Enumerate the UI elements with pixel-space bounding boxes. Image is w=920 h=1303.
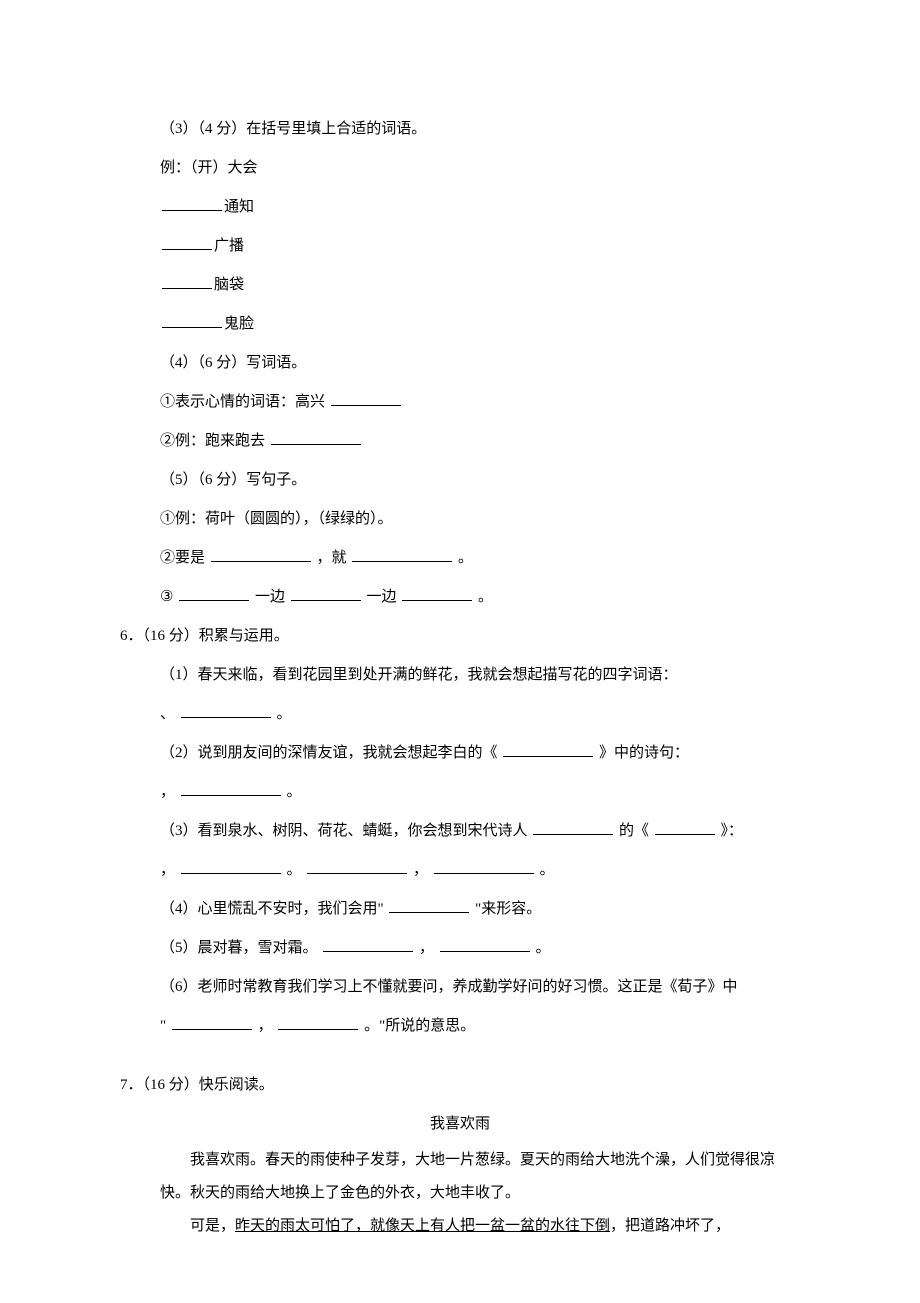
q5-5-line3: ③ 一边 一边 。 (120, 578, 800, 617)
text: 脑袋 (214, 277, 244, 293)
text: （5）晨对暮，雪对霜。 (160, 940, 318, 956)
text: ， (419, 940, 434, 956)
q6-2: （2）说到朋友间的深情友谊，我就会想起李白的《 》中的诗句： (120, 734, 800, 773)
text: 鬼脸 (224, 316, 254, 332)
q6-header: 6．（16 分）积累与运用。 (120, 617, 800, 656)
blank (172, 1014, 252, 1030)
q6-6: （6）老师时常教育我们学习上不懂就要问，养成勤学好问的好习惯。这正是《荀子》中 (120, 968, 800, 1007)
paragraph: 可是，昨天的雨太可怕了，就像天上有人把一盆一盆的水往下倒，把道路冲坏了， (160, 1210, 800, 1243)
blank (331, 390, 401, 406)
text: ， (160, 784, 175, 800)
q6-4: （4）心里慌乱不安时，我们会用" "来形容。 (120, 890, 800, 929)
text: ，把道路冲坏了， (610, 1218, 730, 1234)
blank (389, 897, 469, 913)
blank (181, 858, 281, 874)
text: 》： (721, 823, 744, 839)
blank (440, 936, 530, 952)
q5-4-line1: ①表示心情的词语：高兴 (120, 383, 800, 422)
q7-title: 我喜欢雨 (120, 1105, 800, 1144)
q5-5-header: （5）（6 分）写句子。 (120, 461, 800, 500)
text: 》中的诗句： (599, 745, 689, 761)
q5-3-item: 鬼脸 (120, 305, 800, 344)
text: （1）春天来临，看到花园里到处开满的鲜花，我就会想起描写花的四字词语： (160, 667, 678, 683)
blank (307, 858, 407, 874)
q6-2b: ， 。 (120, 773, 800, 812)
text: 通知 (224, 199, 254, 215)
blank (162, 312, 222, 328)
blank (402, 585, 472, 601)
q5-3-header: （3）（4 分）在括号里填上合适的词语。 (120, 110, 800, 149)
q6-6b: " ， 。"所说的意思。 (120, 1007, 800, 1046)
q7-header: 7．（16 分）快乐阅读。 (120, 1066, 800, 1105)
text: 一边 (366, 589, 396, 605)
text: ， (413, 862, 428, 878)
blank (211, 546, 311, 562)
text: （4）心里慌乱不安时，我们会用" (160, 901, 384, 917)
blank (434, 858, 534, 874)
blank (181, 702, 271, 718)
text: 的《 (619, 823, 649, 839)
text: ③ (160, 589, 173, 605)
blank (291, 585, 361, 601)
q5-3-item: 脑袋 (120, 266, 800, 305)
text: 。"所说的意思。 (364, 1018, 475, 1034)
text: ，就 (317, 550, 347, 566)
q5-3-item: 广播 (120, 227, 800, 266)
text: 。 (287, 784, 302, 800)
text: 、 (160, 706, 175, 722)
text: ②例：跑来跑去 (160, 433, 265, 449)
blank (323, 936, 413, 952)
q5-4-header: （4）（6 分）写词语。 (120, 344, 800, 383)
spacer (120, 1046, 800, 1066)
underlined-text: 昨天的雨太可怕了，就像天上有人把一盆一盆的水往下倒 (235, 1218, 610, 1234)
document-body: （3）（4 分）在括号里填上合适的词语。 例：（开）大会 通知 广播 脑袋 鬼脸… (120, 110, 800, 1243)
q7-p1: 我喜欢雨。春天的雨使种子发芽，大地一片葱绿。夏天的雨给大地洗个澡，人们觉得很凉快… (120, 1144, 800, 1210)
blank (533, 819, 613, 835)
text: 一边 (255, 589, 285, 605)
text: ①表示心情的词语：高兴 (160, 394, 325, 410)
text: （2）说到朋友间的深情友谊，我就会想起李白的《 (160, 745, 498, 761)
blank (179, 585, 249, 601)
text: 。 (287, 862, 302, 878)
text: 。 (478, 589, 493, 605)
q6-3b: ， 。 ， 。 (120, 851, 800, 890)
text: 广播 (214, 238, 244, 254)
text: 。 (458, 550, 473, 566)
text: 。 (277, 706, 292, 722)
blank (271, 429, 361, 445)
blank (655, 819, 715, 835)
text: ②要是 (160, 550, 205, 566)
blank (278, 1014, 358, 1030)
q7-p2: 可是，昨天的雨太可怕了，就像天上有人把一盆一盆的水往下倒，把道路冲坏了， (120, 1210, 800, 1243)
paragraph: 我喜欢雨。春天的雨使种子发芽，大地一片葱绿。夏天的雨给大地洗个澡，人们觉得很凉快… (160, 1144, 800, 1210)
q5-5-line1: ①例：荷叶（圆圆的），（绿绿的）。 (120, 500, 800, 539)
q6-1: （1）春天来临，看到花园里到处开满的鲜花，我就会想起描写花的四字词语： (120, 656, 800, 695)
blank (162, 195, 222, 211)
text: "来形容。 (475, 901, 541, 917)
text: " (160, 1018, 166, 1034)
blank (162, 273, 212, 289)
text: （3）看到泉水、树阴、荷花、蜻蜓，你会想到宋代诗人 (160, 823, 528, 839)
q6-3: （3）看到泉水、树阴、荷花、蜻蜓，你会想到宋代诗人 的《 》： (120, 812, 800, 851)
q6-1b: 、 。 (120, 695, 800, 734)
blank (162, 234, 212, 250)
text: ， (258, 1018, 273, 1034)
q5-4-line2: ②例：跑来跑去 (120, 422, 800, 461)
text: ， (160, 862, 175, 878)
text: （6）老师时常教育我们学习上不懂就要问，养成勤学好问的好习惯。这正是《荀子》中 (160, 979, 738, 995)
text: 。 (540, 862, 555, 878)
q5-3-example: 例：（开）大会 (120, 149, 800, 188)
blank (503, 741, 593, 757)
text: 。 (536, 940, 551, 956)
blank (181, 780, 281, 796)
q5-5-line2: ②要是 ，就 。 (120, 539, 800, 578)
blank (352, 546, 452, 562)
q6-5: （5）晨对暮，雪对霜。 ， 。 (120, 929, 800, 968)
q5-3-item: 通知 (120, 188, 800, 227)
text: 可是， (190, 1218, 235, 1234)
